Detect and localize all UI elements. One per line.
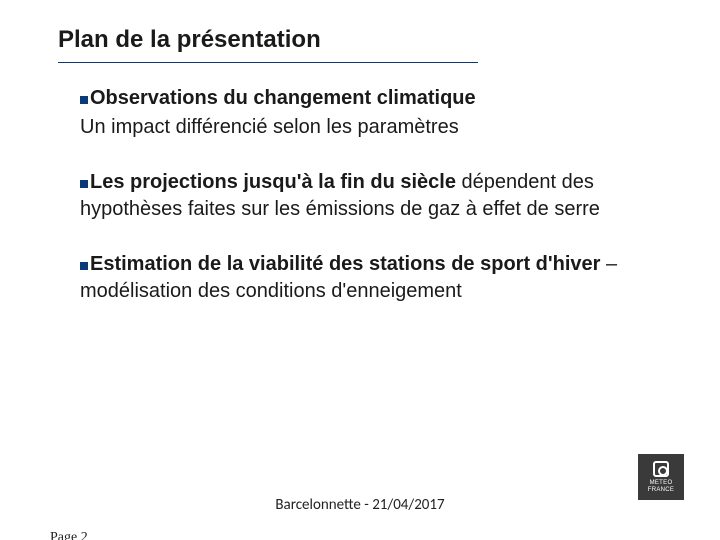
slide: Plan de la présentation Observations du … xyxy=(0,0,720,540)
bullet-item: Les projections jusqu'à la fin du siècle… xyxy=(80,169,640,223)
slide-body: Observations du changement climatique Un… xyxy=(58,85,662,305)
slide-title: Plan de la présentation xyxy=(58,26,662,54)
meteo-france-logo: METEO FRANCE xyxy=(638,454,684,500)
bullet-lead: Les projections jusqu'à la fin du siècle xyxy=(90,171,456,193)
page-number: Page 2 xyxy=(50,530,88,540)
logo-glyph-icon xyxy=(653,461,669,477)
bullet-item: Observations du changement climatique Un… xyxy=(80,85,640,141)
title-underline xyxy=(58,62,478,63)
bullet-subtext: Un impact différencié selon les paramètr… xyxy=(80,114,640,141)
logo-line2: FRANCE xyxy=(648,487,674,494)
bullet-lead: Estimation de la viabilité des stations … xyxy=(90,253,600,275)
bullet-marker-icon xyxy=(80,180,88,188)
bullet-marker-icon xyxy=(80,262,88,270)
footer-text: Barcelonnette - 21/04/2017 xyxy=(0,496,720,514)
bullet-item: Estimation de la viabilité des stations … xyxy=(80,251,640,305)
bullet-marker-icon xyxy=(80,96,88,104)
logo-line1: METEO xyxy=(650,480,673,487)
bullet-lead: Observations du changement climatique xyxy=(90,87,476,109)
